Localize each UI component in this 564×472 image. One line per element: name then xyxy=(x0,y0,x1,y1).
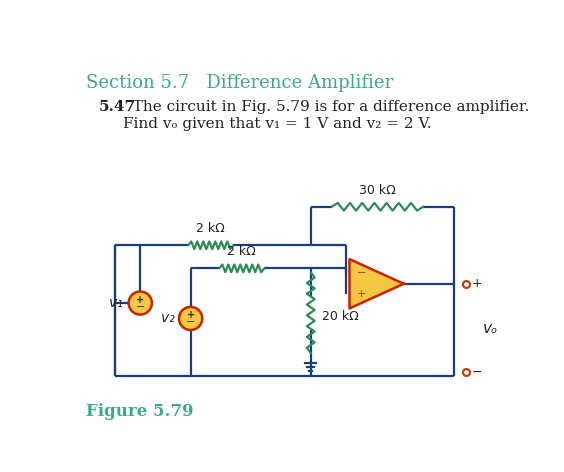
Text: +: + xyxy=(136,295,144,305)
Text: 20 kΩ: 20 kΩ xyxy=(321,310,358,323)
Text: vₒ: vₒ xyxy=(483,320,498,336)
Text: −: − xyxy=(186,317,195,327)
Text: The circuit in Fig. 5.79 is for a difference amplifier.: The circuit in Fig. 5.79 is for a differ… xyxy=(123,100,530,114)
Text: v₂: v₂ xyxy=(161,312,175,325)
Circle shape xyxy=(129,292,152,315)
Text: +: + xyxy=(357,289,367,299)
Text: −: − xyxy=(135,302,145,312)
Text: −: − xyxy=(357,269,367,278)
Text: v₁: v₁ xyxy=(109,296,123,310)
Text: 2 kΩ: 2 kΩ xyxy=(196,222,225,235)
Text: Figure 5.79: Figure 5.79 xyxy=(86,403,193,420)
Text: Section 5.7   Difference Amplifier: Section 5.7 Difference Amplifier xyxy=(86,74,393,92)
Text: −: − xyxy=(472,366,482,379)
Text: 30 kΩ: 30 kΩ xyxy=(359,184,396,197)
Text: +: + xyxy=(187,311,195,320)
Text: 5.47: 5.47 xyxy=(98,100,135,114)
Circle shape xyxy=(179,307,202,330)
Text: Find vₒ given that v₁ = 1 V and v₂ = 2 V.: Find vₒ given that v₁ = 1 V and v₂ = 2 V… xyxy=(123,117,432,131)
Text: 2 kΩ: 2 kΩ xyxy=(227,245,256,258)
Text: +: + xyxy=(472,277,483,290)
Polygon shape xyxy=(350,259,404,308)
